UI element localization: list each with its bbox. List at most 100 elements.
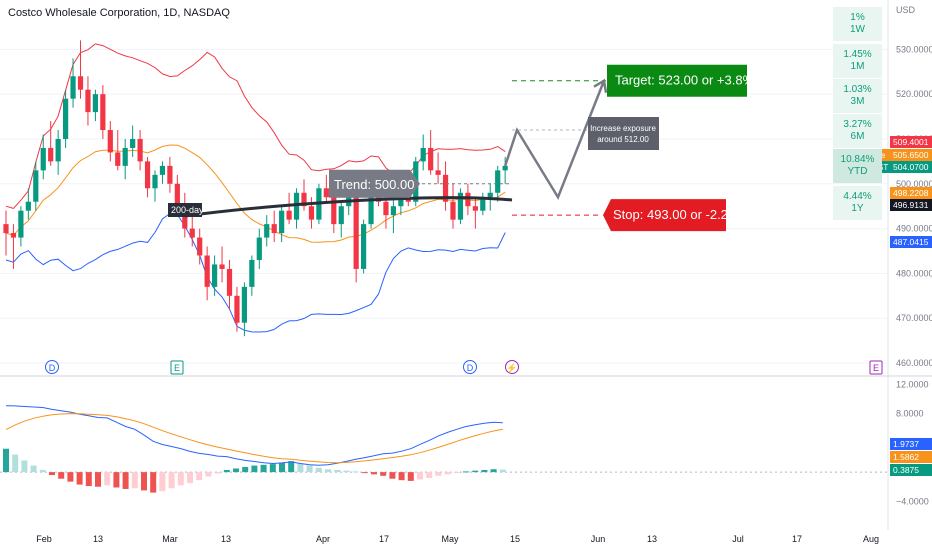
- performance-cell-6m[interactable]: 3.27% 6M: [833, 114, 882, 148]
- candle-body: [204, 255, 210, 287]
- candle-body: [25, 201, 31, 211]
- performance-cell-1y[interactable]: 4.44% 1Y: [833, 186, 882, 220]
- candle: [85, 76, 91, 126]
- candle: [480, 192, 486, 216]
- macd-bar: [490, 469, 497, 473]
- candle: [256, 228, 262, 269]
- event-label: D: [467, 363, 474, 373]
- macd-bar: [371, 472, 377, 475]
- performance-cell-1m[interactable]: 1.45% 1M: [833, 44, 882, 78]
- macd-bar: [168, 472, 175, 489]
- performance-pct: 1%: [850, 12, 865, 23]
- candle: [48, 121, 54, 166]
- candle: [472, 197, 478, 229]
- macd-bar: [315, 467, 322, 473]
- grid: [0, 0, 932, 530]
- macd-bar: [242, 467, 249, 473]
- candle-body: [182, 206, 188, 229]
- macd-bar: [279, 462, 285, 473]
- candle-body: [107, 130, 113, 153]
- event-label: ⚡: [506, 362, 517, 374]
- macd-bar: [113, 472, 120, 488]
- event-box: [869, 360, 883, 375]
- price-label-sma-200: 496.9131: [890, 199, 932, 211]
- candle-body: [48, 147, 54, 162]
- macd-bar: [453, 472, 460, 474]
- time-tick: Apr: [316, 534, 330, 544]
- macd-bar: [141, 472, 147, 491]
- candle-body: [450, 201, 456, 220]
- time-tick: May: [441, 534, 459, 544]
- macd-bar: [95, 472, 101, 487]
- macd-bar: [463, 471, 469, 473]
- candle: [502, 156, 508, 184]
- candle: [40, 134, 46, 180]
- candle-body: [472, 206, 478, 211]
- candle: [271, 210, 277, 243]
- candle-body: [122, 147, 128, 166]
- macd-bar: [21, 460, 28, 473]
- candle: [137, 130, 143, 171]
- candle-body: [390, 206, 396, 216]
- macd-bar: [214, 472, 221, 474]
- price-tick: 530.0000: [896, 44, 932, 54]
- candle: [465, 183, 471, 216]
- macd-bar: [76, 472, 83, 485]
- performance-period: 3M: [850, 96, 865, 107]
- candle-body: [502, 165, 508, 171]
- candle-body: [286, 210, 292, 220]
- candle-body: [368, 188, 374, 225]
- macd-bar: [260, 464, 267, 473]
- macd-bar: [306, 465, 313, 473]
- price-tick: 460.0000: [896, 358, 932, 368]
- macd-badge: [890, 438, 932, 450]
- candle-body: [63, 98, 69, 139]
- candle-body: [241, 286, 247, 323]
- event-circle: [463, 360, 477, 374]
- performance-cell-1w[interactable]: 1% 1W: [833, 7, 882, 41]
- macd-bar: [58, 472, 65, 479]
- candle-body: [130, 138, 136, 148]
- candle-body: [308, 206, 315, 220]
- macd-badge-text: 1.9737: [893, 439, 919, 449]
- price-tick: 470.0000: [896, 313, 932, 323]
- candle-body: [279, 210, 285, 234]
- trend-badge: [329, 169, 420, 198]
- event-label: E: [174, 363, 180, 373]
- performance-cell-ytd[interactable]: 10.84% YTD: [833, 149, 882, 183]
- candle-body: [361, 224, 367, 269]
- candle: [33, 161, 39, 211]
- macd-bar: [39, 469, 46, 473]
- time-tick: Mar: [162, 534, 178, 544]
- macd-bar: [12, 454, 19, 473]
- candle-body: [480, 197, 486, 211]
- price-badge-text: 496.9131: [893, 200, 929, 210]
- time-tick: 13: [93, 534, 103, 544]
- candle: [10, 224, 17, 269]
- performance-pct: 3.27%: [843, 119, 872, 130]
- macd-tick: 12.0000: [896, 379, 929, 389]
- candle-body: [293, 192, 300, 220]
- candle: [25, 188, 31, 220]
- candle-body: [383, 201, 389, 216]
- performance-period: 1Y: [851, 203, 864, 214]
- performance-period: YTD: [847, 166, 868, 177]
- candles: [3, 40, 508, 337]
- macd-bar: [177, 472, 184, 486]
- macd-tick: −4.0000: [896, 496, 929, 506]
- candle: [323, 174, 329, 202]
- candle: [55, 130, 61, 175]
- performance-cell-3m[interactable]: 1.03% 3M: [833, 79, 882, 113]
- candle-body: [174, 183, 180, 207]
- time-tick: 17: [792, 534, 802, 544]
- candle-body: [331, 197, 337, 225]
- macd-badge-text: 0.3875: [893, 465, 919, 475]
- performance-period: 1M: [850, 61, 865, 72]
- macd-bar: [223, 469, 230, 473]
- candle: [390, 197, 396, 234]
- candle: [130, 125, 136, 157]
- candle-body: [212, 264, 218, 287]
- candle-body: [495, 170, 501, 193]
- candle: [450, 183, 456, 229]
